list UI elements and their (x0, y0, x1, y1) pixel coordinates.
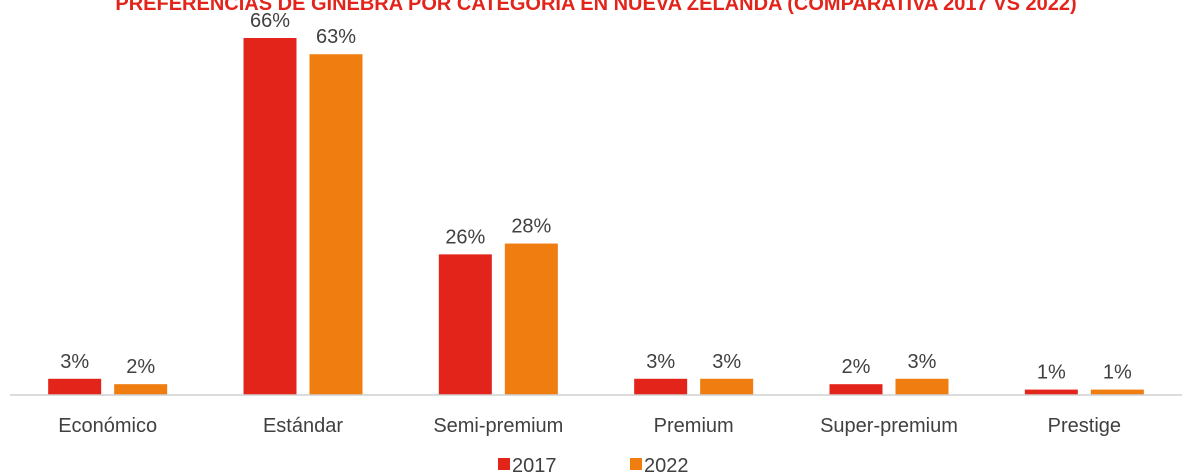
value-label-semi-premium-2017: 26% (445, 226, 485, 248)
bar-super-premium-2017 (829, 384, 883, 395)
legend: 2017 2022 (498, 455, 689, 474)
category-label-semi-premium: Semi-premium (433, 415, 563, 437)
value-label-premium-2017: 3% (646, 351, 675, 373)
category-labels-group: Económico Estándar Semi-premium Premium Supe… (58, 415, 1121, 437)
value-labels-group: 3% 2% 66% 63% 26% 28% 3% 3% 2% 3% 1% 1% (60, 10, 1132, 384)
bars-group (48, 38, 1144, 396)
value-label-super-premium-2017: 2% (842, 356, 871, 378)
value-label-economico-2022: 2% (126, 356, 155, 378)
category-label-super-premium: Super-premium (820, 415, 958, 437)
bar-estandar-2022 (309, 54, 363, 396)
legend-label-2022: 2022 (644, 455, 689, 474)
category-label-estandar: Estándar (263, 415, 343, 437)
value-label-semi-premium-2022: 28% (511, 216, 551, 238)
bar-economico-2022 (114, 384, 168, 395)
bar-prestige-2022 (1090, 389, 1144, 395)
value-label-economico-2017: 3% (60, 351, 89, 373)
legend-label-2017: 2017 (512, 455, 557, 474)
legend-swatch-2022 (630, 458, 642, 470)
value-label-super-premium-2022: 3% (908, 351, 937, 373)
bar-semi-premium-2022 (504, 243, 558, 395)
value-label-prestige-2022: 1% (1103, 362, 1132, 384)
bar-semi-premium-2017 (438, 254, 492, 395)
bar-premium-2017 (634, 378, 688, 395)
bar-estandar-2017 (243, 38, 297, 395)
category-label-prestige: Prestige (1048, 415, 1121, 437)
bar-economico-2017 (48, 378, 102, 395)
bar-super-premium-2022 (895, 378, 949, 395)
bar-premium-2022 (700, 378, 754, 395)
value-label-prestige-2017: 1% (1037, 362, 1066, 384)
chart-title: PREFERENCIAS DE GINEBRA POR CATEGORÍA EN… (115, 0, 1076, 15)
value-label-estandar-2022: 63% (316, 26, 356, 48)
category-label-economico: Económico (58, 415, 157, 437)
value-label-estandar-2017: 66% (250, 10, 290, 32)
value-label-premium-2022: 3% (712, 351, 741, 373)
category-label-premium: Premium (654, 415, 734, 437)
bar-prestige-2017 (1024, 389, 1078, 395)
legend-swatch-2017 (498, 458, 510, 470)
